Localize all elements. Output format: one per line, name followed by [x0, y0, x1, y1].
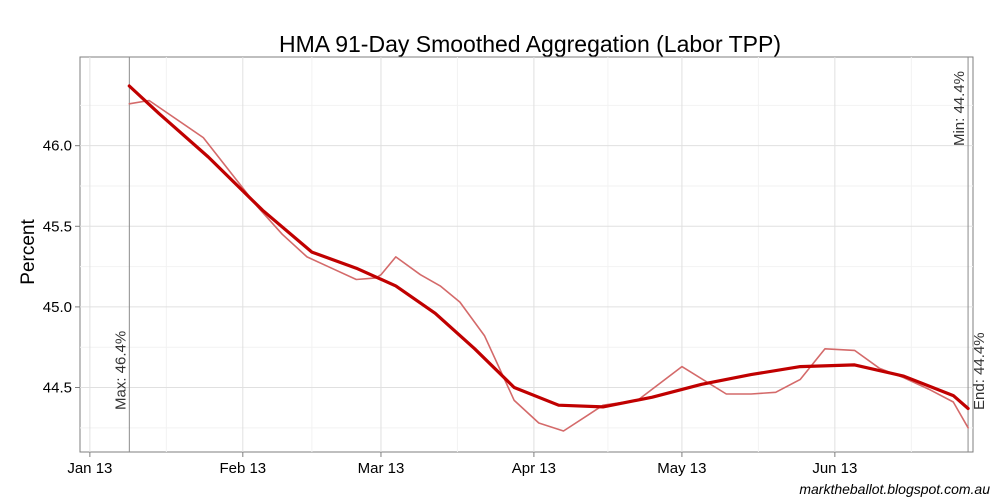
x-tick-label: Jan 13 [67, 460, 112, 477]
plot-panel [79, 56, 974, 453]
y-tick-label: 45.5 [43, 218, 72, 235]
x-tick-label: Feb 13 [219, 460, 266, 477]
y-tick-label: 46.0 [43, 138, 72, 155]
y-axis-label: Percent [18, 219, 39, 285]
chart-title: HMA 91-Day Smoothed Aggregation (Labor T… [279, 31, 781, 57]
reference-line-label: Min: 44.4% [951, 71, 968, 146]
x-tick-label: Jun 13 [812, 460, 857, 477]
y-tick-label: 45.0 [43, 299, 72, 316]
grid-lines [80, 57, 973, 452]
y-axis-ticks: 44.5 45.0 45.5 46.0 [43, 138, 80, 397]
source-credit: marktheballot.blogspot.com.au [799, 481, 990, 497]
y-tick-label: 44.5 [43, 380, 72, 397]
smoothed-trend-line [127, 84, 970, 411]
series-lines [127, 84, 970, 432]
x-tick-label: May 13 [657, 460, 706, 477]
reference-line-label: Max: 46.4% [112, 331, 129, 410]
reference-lines: Max: 46.4% Min: 44.4% End: 44.4% [112, 57, 988, 452]
reference-line-label: End: 44.4% [971, 332, 988, 410]
x-tick-label: Apr 13 [512, 460, 556, 477]
raw-aggregation-line [128, 99, 969, 432]
x-tick-label: Mar 13 [358, 460, 405, 477]
x-axis-ticks: Jan 13 Feb 13 Mar 13 Apr 13 May 13 Jun 13 [67, 452, 857, 477]
